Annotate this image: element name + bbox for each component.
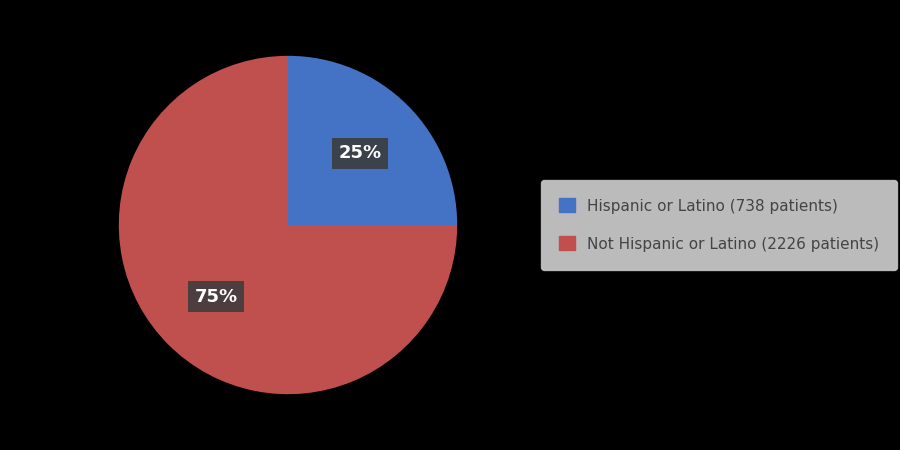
Wedge shape	[288, 56, 457, 225]
Legend: Hispanic or Latino (738 patients), Not Hispanic or Latino (2226 patients): Hispanic or Latino (738 patients), Not H…	[541, 180, 897, 270]
Text: 75%: 75%	[194, 288, 238, 306]
Text: 25%: 25%	[338, 144, 382, 162]
Wedge shape	[119, 56, 457, 394]
